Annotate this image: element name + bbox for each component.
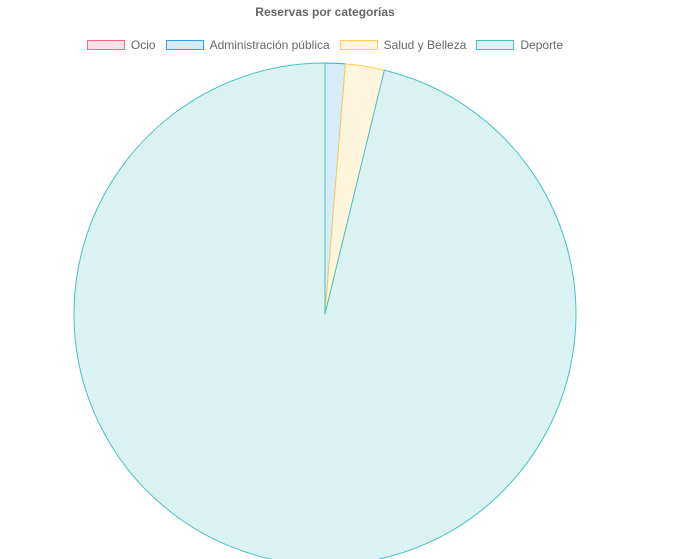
legend-label-salud-y-belleza: Salud y Belleza xyxy=(383,38,467,52)
legend-item-administracion-publica[interactable]: Administración pública xyxy=(165,38,330,52)
legend-item-salud-y-belleza[interactable]: Salud y Belleza xyxy=(339,38,467,52)
legend-label-ocio: Ocio xyxy=(130,38,156,52)
pie-slices xyxy=(73,62,577,559)
legend-swatch-ocio xyxy=(86,40,125,50)
legend-label-administracion-publica: Administración pública xyxy=(209,38,330,52)
legend-item-ocio[interactable]: Ocio xyxy=(86,38,156,52)
chart-title: Reservas por categorías xyxy=(255,5,395,19)
legend-item-deporte[interactable]: Deporte xyxy=(476,38,563,52)
legend-swatch-salud-y-belleza xyxy=(339,40,378,50)
pie-slice-deporte[interactable] xyxy=(73,62,577,559)
legend-swatch-deporte xyxy=(476,40,515,50)
legend-label-deporte: Deporte xyxy=(520,38,564,52)
legend-swatch-administracion-publica xyxy=(165,40,204,50)
legend: Ocio Administración pública Salud y Bell… xyxy=(0,38,650,52)
